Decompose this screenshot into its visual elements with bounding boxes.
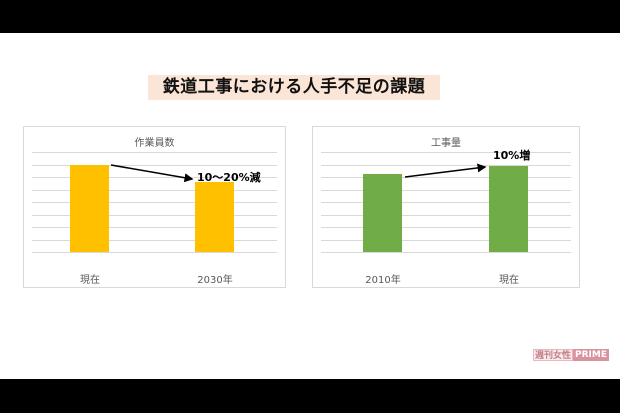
gridline xyxy=(32,227,277,228)
chart-workers: 作業員数 10〜20%減 現在 2030年 xyxy=(23,126,286,288)
gridline xyxy=(321,190,571,191)
annotation-decrease: 10〜20%減 xyxy=(197,171,261,184)
gridline xyxy=(32,190,277,191)
gridline xyxy=(32,152,277,153)
slide-title: 鉄道工事における人手不足の課題 xyxy=(148,75,440,100)
gridline xyxy=(32,240,277,241)
gridline xyxy=(32,215,277,216)
gridline xyxy=(32,165,277,166)
chart-workload: 工事量 10%増 2010年 現在 xyxy=(312,126,580,288)
watermark-text: 週刊女性 xyxy=(533,349,574,361)
gridline xyxy=(321,177,571,178)
bar-2010 xyxy=(363,174,402,252)
bar-2030 xyxy=(195,182,234,252)
arrow-icon xyxy=(404,163,487,178)
chart-title: 作業員数 xyxy=(134,138,175,149)
annotation-increase: 10%増 xyxy=(493,149,531,162)
gridline xyxy=(321,152,571,153)
gridline xyxy=(321,215,571,216)
gridline xyxy=(321,165,571,166)
arrow-icon xyxy=(110,164,194,183)
slide: 鉄道工事における人手不足の課題 作業員数 10〜20%減 現在 2030年 工事… xyxy=(0,33,620,379)
x-label: 現在 xyxy=(499,275,519,286)
gridline xyxy=(32,177,277,178)
gridline xyxy=(32,252,277,253)
gridline xyxy=(321,252,571,253)
chart-title: 工事量 xyxy=(431,138,461,149)
watermark-logo: 週刊女性 PRIME xyxy=(533,349,609,361)
x-label: 現在 xyxy=(80,275,100,286)
x-label: 2010年 xyxy=(365,275,401,286)
gridline xyxy=(321,202,571,203)
gridline xyxy=(32,202,277,203)
watermark-brand: PRIME xyxy=(573,349,609,361)
bar-current xyxy=(70,165,109,252)
x-label: 2030年 xyxy=(197,275,233,286)
gridline xyxy=(321,227,571,228)
gridline xyxy=(321,240,571,241)
bar-current xyxy=(489,166,528,252)
